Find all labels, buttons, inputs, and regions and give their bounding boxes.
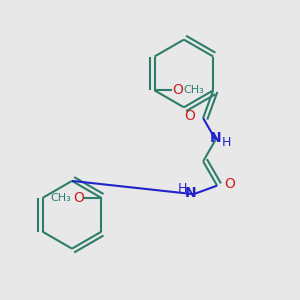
Text: O: O [184, 109, 195, 123]
Text: O: O [73, 191, 84, 205]
Text: O: O [224, 177, 235, 191]
Text: CH₃: CH₃ [50, 193, 71, 203]
Text: CH₃: CH₃ [183, 85, 204, 95]
Text: O: O [172, 83, 183, 98]
Text: H: H [222, 136, 232, 148]
Text: H: H [178, 182, 187, 195]
Text: N: N [210, 131, 221, 145]
Text: N: N [185, 186, 197, 200]
